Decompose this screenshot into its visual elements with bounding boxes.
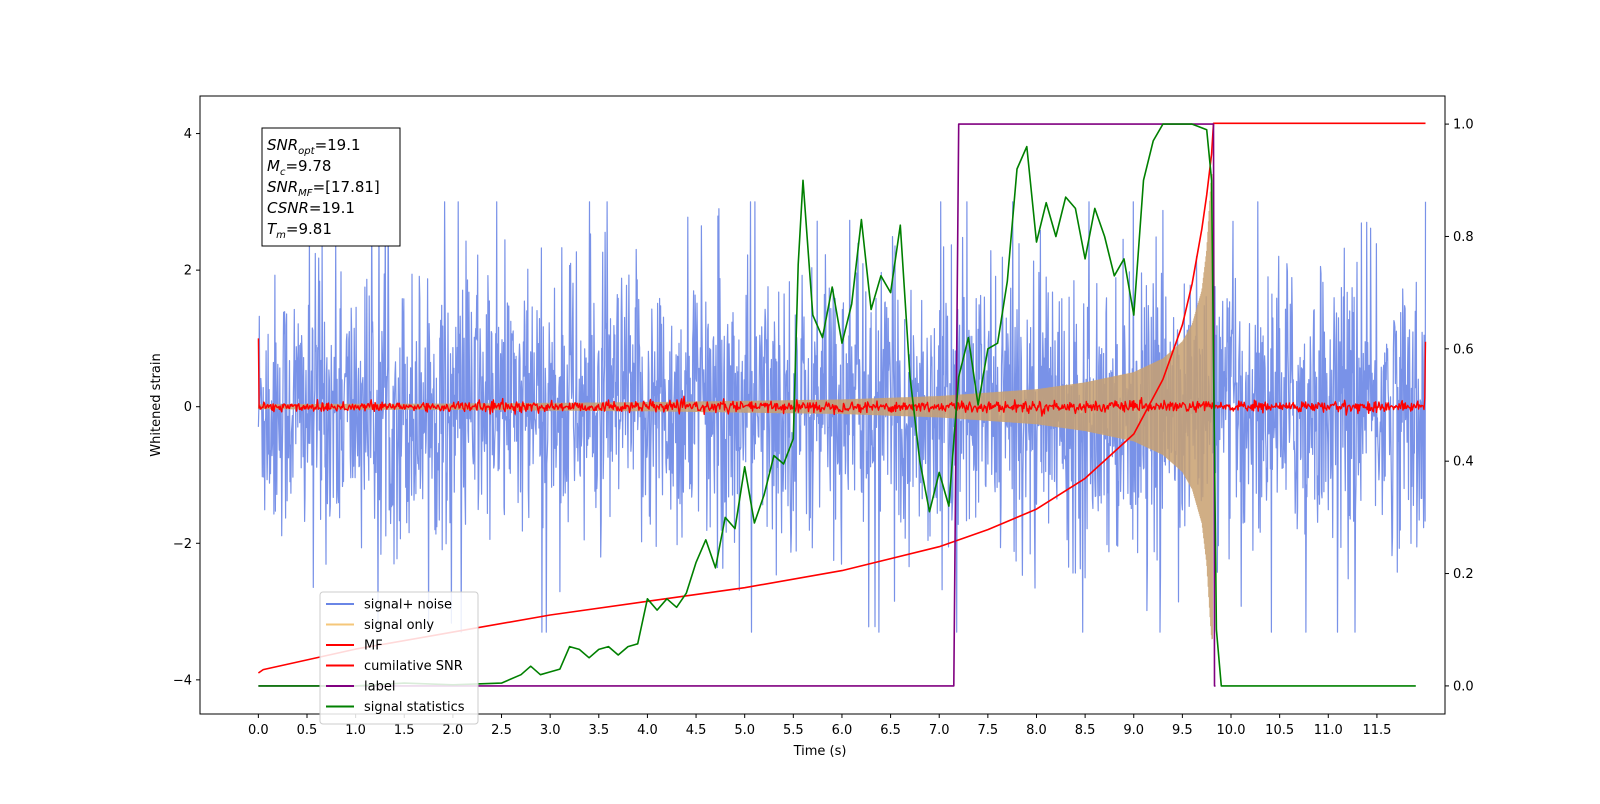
y-tick-label: 4 <box>184 127 192 142</box>
x-tick-label: 3.5 <box>588 723 609 738</box>
annotation-box: SNRopt=19.1 Mc=9.78 SNRMF=[17.81] CSNR=1… <box>261 127 401 247</box>
series-signal-statistics <box>258 123 1416 687</box>
legend: signal+ noise signal only MF cumilative SNR… <box>319 591 479 725</box>
x-tick-label: 1.0 <box>345 723 366 738</box>
x-axis-label: Time (s) <box>793 744 847 759</box>
x-tick-label: 6.5 <box>880 723 901 738</box>
legend-label: MF <box>364 639 383 654</box>
x-tick-label: 10.0 <box>1217 723 1246 738</box>
x-tick-label: 5.0 <box>734 723 755 738</box>
y-axis-label: Whitened strain <box>149 353 164 456</box>
x-tick-label: 8.0 <box>1026 723 1047 738</box>
y2-tick-label: 0.8 <box>1453 230 1474 245</box>
x-tick-label: 1.5 <box>394 723 415 738</box>
y-axis-right: 1.0 0.8 0.6 0.4 0.2 0.0 <box>1445 118 1474 694</box>
series-mf <box>257 338 1427 417</box>
x-tick-label: 11.0 <box>1314 723 1343 738</box>
legend-label: cumilative SNR <box>364 659 463 674</box>
x-tick-label: 3.0 <box>540 723 561 738</box>
y2-tick-label: 0.2 <box>1453 567 1474 582</box>
series-layer <box>257 122 1427 687</box>
y-tick-label: −4 <box>173 673 192 688</box>
x-tick-label: 11.5 <box>1362 723 1391 738</box>
legend-label: label <box>364 680 395 695</box>
y-tick-label: 2 <box>184 264 192 279</box>
legend-label: signal+ noise <box>364 598 452 613</box>
y-tick-label: 0 <box>184 400 192 415</box>
annotation-snr-mf: SNRMF=[17.81] <box>267 178 380 199</box>
annotation-snr-opt: SNRopt=19.1 <box>267 136 361 157</box>
annotation-mc: Mc=9.78 <box>267 157 331 178</box>
x-axis: 0.0 0.5 1.0 1.5 2.0 2.5 3.0 3.5 4.0 4.5 5.0 5.5 6.0 6… <box>248 714 1391 738</box>
legend-label: signal statistics <box>364 700 465 715</box>
annotation-csnr: CSNR=19.1 <box>267 199 355 217</box>
x-tick-label: 2.5 <box>491 723 512 738</box>
x-tick-label: 9.5 <box>1172 723 1193 738</box>
x-tick-label: 5.5 <box>783 723 804 738</box>
series-cumilative-snr <box>257 122 1426 674</box>
x-tick-label: 7.5 <box>978 723 999 738</box>
x-tick-label: 10.5 <box>1265 723 1294 738</box>
x-tick-label: 7.0 <box>929 723 950 738</box>
x-tick-label: 0.0 <box>248 723 269 738</box>
x-tick-label: 0.5 <box>297 723 318 738</box>
series-signal-only <box>257 174 1213 640</box>
x-tick-label: 4.5 <box>686 723 707 738</box>
x-tick-label: 8.5 <box>1075 723 1096 738</box>
legend-label: signal only <box>364 618 434 633</box>
x-tick-label: 9.0 <box>1123 723 1144 738</box>
x-tick-label: 6.0 <box>832 723 853 738</box>
y-tick-label: −2 <box>173 537 192 552</box>
y2-tick-label: 0.6 <box>1453 342 1474 357</box>
x-tick-label: 2.0 <box>443 723 464 738</box>
y2-tick-label: 0.4 <box>1453 455 1474 470</box>
annotation-tm: Tm=9.81 <box>267 220 332 241</box>
x-tick-label: 4.0 <box>637 723 658 738</box>
y2-tick-label: 1.0 <box>1453 118 1474 133</box>
series-signal-noise <box>257 201 1427 633</box>
y2-tick-label: 0.0 <box>1453 679 1474 694</box>
series-label <box>258 123 1216 687</box>
y-axis-left: 4 2 0 −2 −4 <box>173 127 200 688</box>
plot-frame <box>199 95 1446 715</box>
